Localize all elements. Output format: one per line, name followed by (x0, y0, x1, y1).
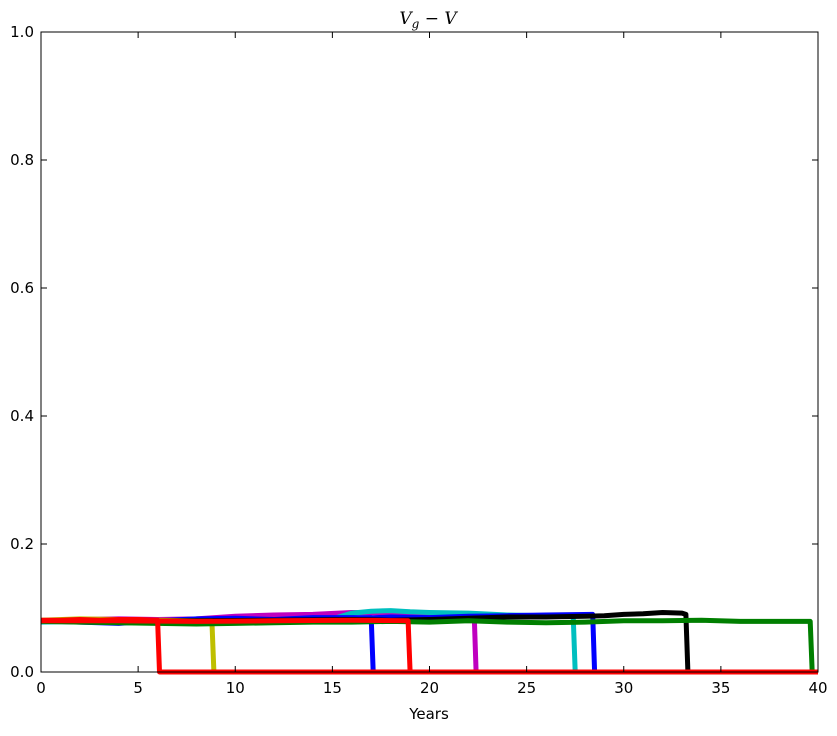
y-tick-label: 0.0 (10, 663, 34, 681)
x-tick-label: 40 (808, 679, 827, 697)
series-line-red-2 (41, 617, 818, 675)
x-tick-label: 30 (614, 679, 633, 697)
y-tick-label: 0.2 (10, 535, 34, 553)
x-tick-label: 35 (711, 679, 730, 697)
y-tick-label: 0.8 (10, 151, 34, 169)
series-layer (40, 608, 818, 675)
axes-layer (40, 31, 819, 673)
y-tick-label: 0.6 (10, 279, 34, 297)
x-tick-label: 10 (226, 679, 245, 697)
x-tick-label: 0 (36, 679, 46, 697)
chart-title: Vg − V (399, 9, 458, 31)
x-axis-label: Years (408, 705, 449, 723)
y-tick-label: 1.0 (10, 23, 34, 41)
ticks-layer: 0 5 10 15 20 25 30 35 40 0.0 0.2 0.4 0.6 0.8 1.0 (10, 23, 827, 697)
x-tick-label: 5 (133, 679, 143, 697)
y-tick-label: 0.4 (10, 407, 34, 425)
x-tick-label: 20 (420, 679, 439, 697)
plot-frame (40, 31, 819, 673)
x-tick-label: 15 (323, 679, 342, 697)
series-line-red (41, 617, 818, 675)
x-tick-label: 25 (517, 679, 536, 697)
